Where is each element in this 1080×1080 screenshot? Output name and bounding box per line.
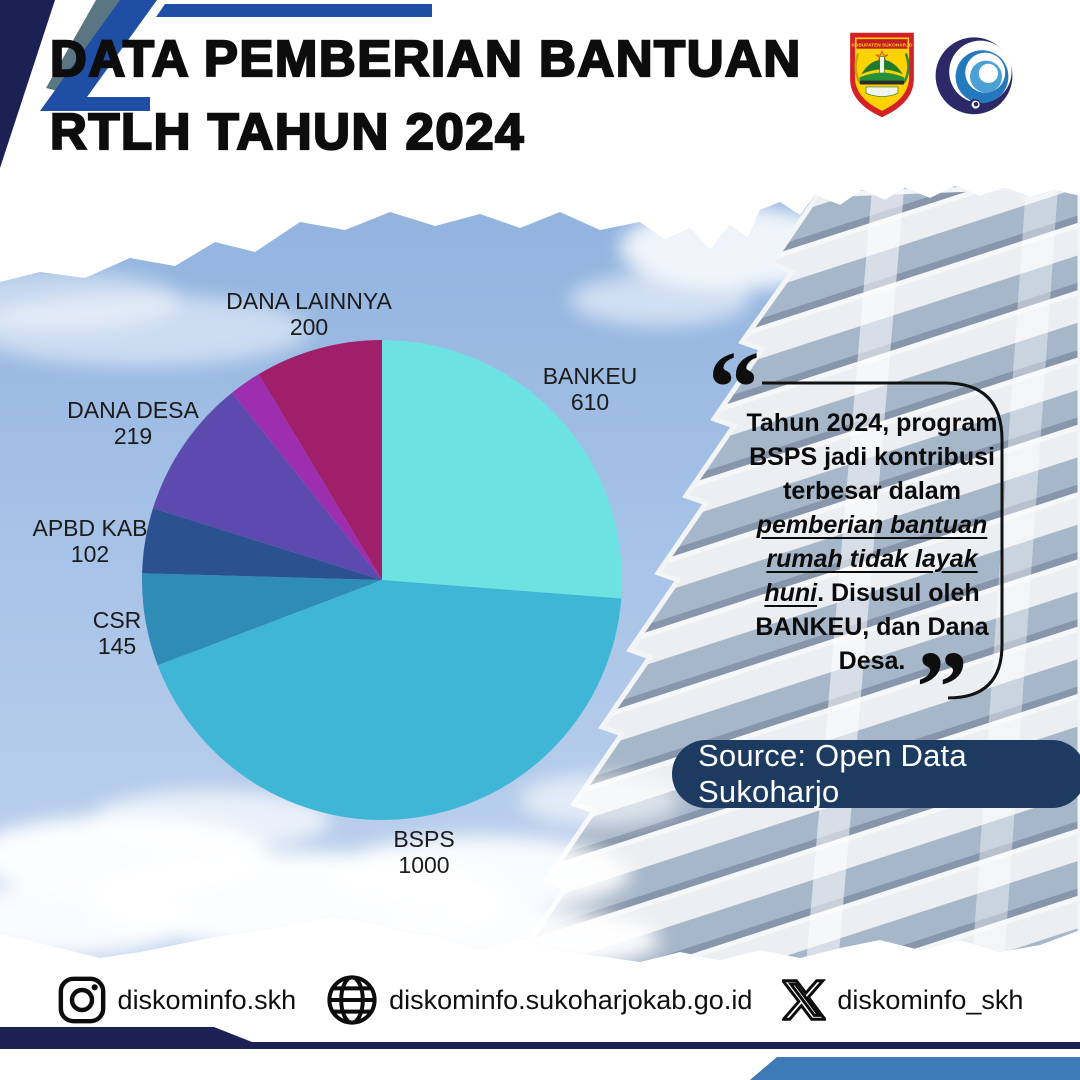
quote-plain-text: terbesar dalam xyxy=(783,477,961,505)
pie-slice-csr xyxy=(142,573,382,666)
blue-chevron-stripe xyxy=(40,0,157,111)
bottom-navy-bar xyxy=(0,1027,1080,1049)
quote-emphasis-text: pemberian bantuan xyxy=(756,511,988,539)
pie-label-csr: CSR 145 xyxy=(93,607,142,659)
blue-top-bar xyxy=(156,4,432,17)
pie-label-name: BSPS xyxy=(393,826,455,852)
pie-slice-dana-desa xyxy=(153,392,382,580)
pie-label-name: DANA DESA xyxy=(67,397,199,423)
pie-slice-bsps xyxy=(157,580,622,820)
footer-item-label: diskominfo.skh xyxy=(117,984,297,1015)
corner-decoration xyxy=(0,0,432,168)
pie-label-value: 200 xyxy=(289,314,329,340)
navy-corner-triangle xyxy=(0,0,55,168)
pie-label-name: BANKEU xyxy=(542,363,638,389)
globe-icon xyxy=(327,975,377,1025)
pie-label-dana-lainnya: DANA LAINNYA 200 xyxy=(226,288,392,340)
open-quote-mark: “ xyxy=(708,330,760,445)
pie-label-value: 1000 xyxy=(398,852,450,878)
footer-item-x-twitter[interactable]: diskominfo_skh xyxy=(782,978,1023,1022)
pie-label-bsps: BSPS 1000 xyxy=(393,826,454,878)
quote-line: BANKEU, dan Dana xyxy=(736,610,1008,644)
bottom-blue-wedge xyxy=(750,1057,1080,1080)
pie-slice-dana-lainnya xyxy=(258,340,382,580)
pie-label-apbd-kab: APBD KAB 102 xyxy=(32,515,147,567)
quote-plain-text: . Disusul oleh xyxy=(817,579,980,607)
kominfo-logo xyxy=(935,37,1013,115)
quote-line: BSPS jadi kontribusi xyxy=(736,440,1008,474)
pie-label-bankeu: BANKEU 610 xyxy=(543,363,638,415)
close-quote-mark: ” xyxy=(916,630,968,745)
source-badge: Source: Open Data Sukoharjo xyxy=(672,738,1080,809)
instagram-icon xyxy=(58,976,105,1024)
footer-item-label: diskominfo_skh xyxy=(837,984,1024,1015)
pie-label-value: 102 xyxy=(70,541,110,567)
source-badge-label: Source: Open Data Sukoharjo xyxy=(698,738,967,809)
title-line-2: RTLH TAHUN 2024 xyxy=(49,102,525,161)
pie-label-name: CSR xyxy=(92,607,142,633)
pie-label-value: 610 xyxy=(570,389,610,415)
quote-plain-text: Desa. xyxy=(838,647,906,675)
quote-text: Tahun 2024, program BSPS jadi kontribusi t… xyxy=(736,406,1008,678)
seal-caption: KABUPATEN SUKOHARJO xyxy=(852,42,913,48)
pie-label-value: 219 xyxy=(113,423,153,449)
footer-social-row: diskominfo.skh diskominfo.sukoharjokab.go… xyxy=(0,974,1080,1026)
quote-line: Tahun 2024, program xyxy=(736,406,1008,440)
pie-label-value: 145 xyxy=(97,633,137,659)
quote-emphasis-text: rumah tidak layak xyxy=(766,545,978,573)
pie-label-dana-desa: DANA DESA 219 xyxy=(67,397,199,449)
quote-line: Desa. xyxy=(736,644,1008,678)
pie-label-name: APBD KAB xyxy=(32,515,148,541)
quote-line: huni. Disusul oleh xyxy=(736,576,1008,610)
pie-slice-unlabeled xyxy=(232,374,382,580)
page-title: DATA PEMBERIAN BANTUAN RTLH TAHUN 2024 xyxy=(49,22,802,168)
footer-item-globe[interactable]: diskominfo.sukoharjokab.go.id xyxy=(326,974,752,1026)
pie-slice-apbd-kab xyxy=(142,508,382,580)
quote-plain-text: BANKEU, dan Dana xyxy=(755,613,989,641)
title-line-1: DATA PEMBERIAN BANTUAN xyxy=(49,29,802,88)
quote-emphasis-text: huni xyxy=(764,579,818,607)
quote-line: rumah tidak layak xyxy=(736,542,1008,576)
quote-line: pemberian bantuan xyxy=(736,508,1008,542)
x-twitter-icon xyxy=(782,979,827,1021)
pie-label-name: DANA LAINNYA xyxy=(226,288,392,314)
sukoharjo-regency-seal: KABUPATEN SUKOHARJO xyxy=(850,32,914,118)
footer-item-instagram[interactable]: diskominfo.skh xyxy=(57,975,297,1025)
quote-plain-text: Tahun 2024, program xyxy=(746,409,998,437)
footer-item-label: diskominfo.sukoharjokab.go.id xyxy=(389,984,753,1015)
logo-group: KABUPATEN SUKOHARJO xyxy=(842,28,1014,122)
pie-slice-bankeu xyxy=(382,340,623,599)
quote-plain-text: BSPS jadi kontribusi xyxy=(749,443,995,471)
quote-line: terbesar dalam xyxy=(736,474,1008,508)
